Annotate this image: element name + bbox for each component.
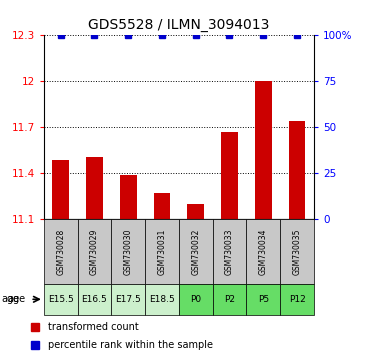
Title: GDS5528 / ILMN_3094013: GDS5528 / ILMN_3094013	[88, 18, 269, 32]
Text: percentile rank within the sample: percentile rank within the sample	[48, 340, 213, 350]
Text: GSM730033: GSM730033	[225, 228, 234, 275]
Text: GSM730032: GSM730032	[191, 228, 200, 275]
Text: P0: P0	[190, 295, 201, 304]
Text: P5: P5	[258, 295, 269, 304]
Text: E16.5: E16.5	[81, 295, 107, 304]
Text: age: age	[2, 294, 20, 304]
Text: age: age	[7, 294, 25, 304]
Bar	[44, 219, 77, 284]
Text: P2: P2	[224, 295, 235, 304]
Bar	[179, 219, 212, 284]
Bar	[145, 219, 179, 284]
Bar	[86, 157, 103, 219]
Bar	[120, 175, 137, 219]
Bar	[246, 284, 280, 315]
Bar	[77, 284, 111, 315]
Bar	[221, 132, 238, 219]
Bar	[280, 284, 314, 315]
Bar	[179, 284, 212, 315]
Bar	[255, 81, 272, 219]
Bar	[111, 219, 145, 284]
Bar	[44, 284, 77, 315]
Text: GSM730028: GSM730028	[56, 228, 65, 275]
Text: GSM730035: GSM730035	[292, 228, 301, 275]
Text: GSM730034: GSM730034	[259, 228, 268, 275]
Text: E15.5: E15.5	[48, 295, 74, 304]
Text: P12: P12	[289, 295, 306, 304]
Text: E17.5: E17.5	[115, 295, 141, 304]
Bar	[212, 284, 246, 315]
Bar	[187, 204, 204, 219]
Text: E18.5: E18.5	[149, 295, 175, 304]
Text: transformed count: transformed count	[48, 322, 139, 332]
Bar	[145, 284, 179, 315]
Bar	[77, 219, 111, 284]
Bar	[212, 219, 246, 284]
Bar	[111, 284, 145, 315]
Text: GSM730031: GSM730031	[157, 228, 166, 275]
Text: GSM730030: GSM730030	[124, 228, 133, 275]
Bar	[52, 160, 69, 219]
Text: GSM730029: GSM730029	[90, 228, 99, 275]
Bar	[280, 219, 314, 284]
Bar	[289, 121, 306, 219]
Bar	[246, 219, 280, 284]
Bar	[154, 193, 170, 219]
